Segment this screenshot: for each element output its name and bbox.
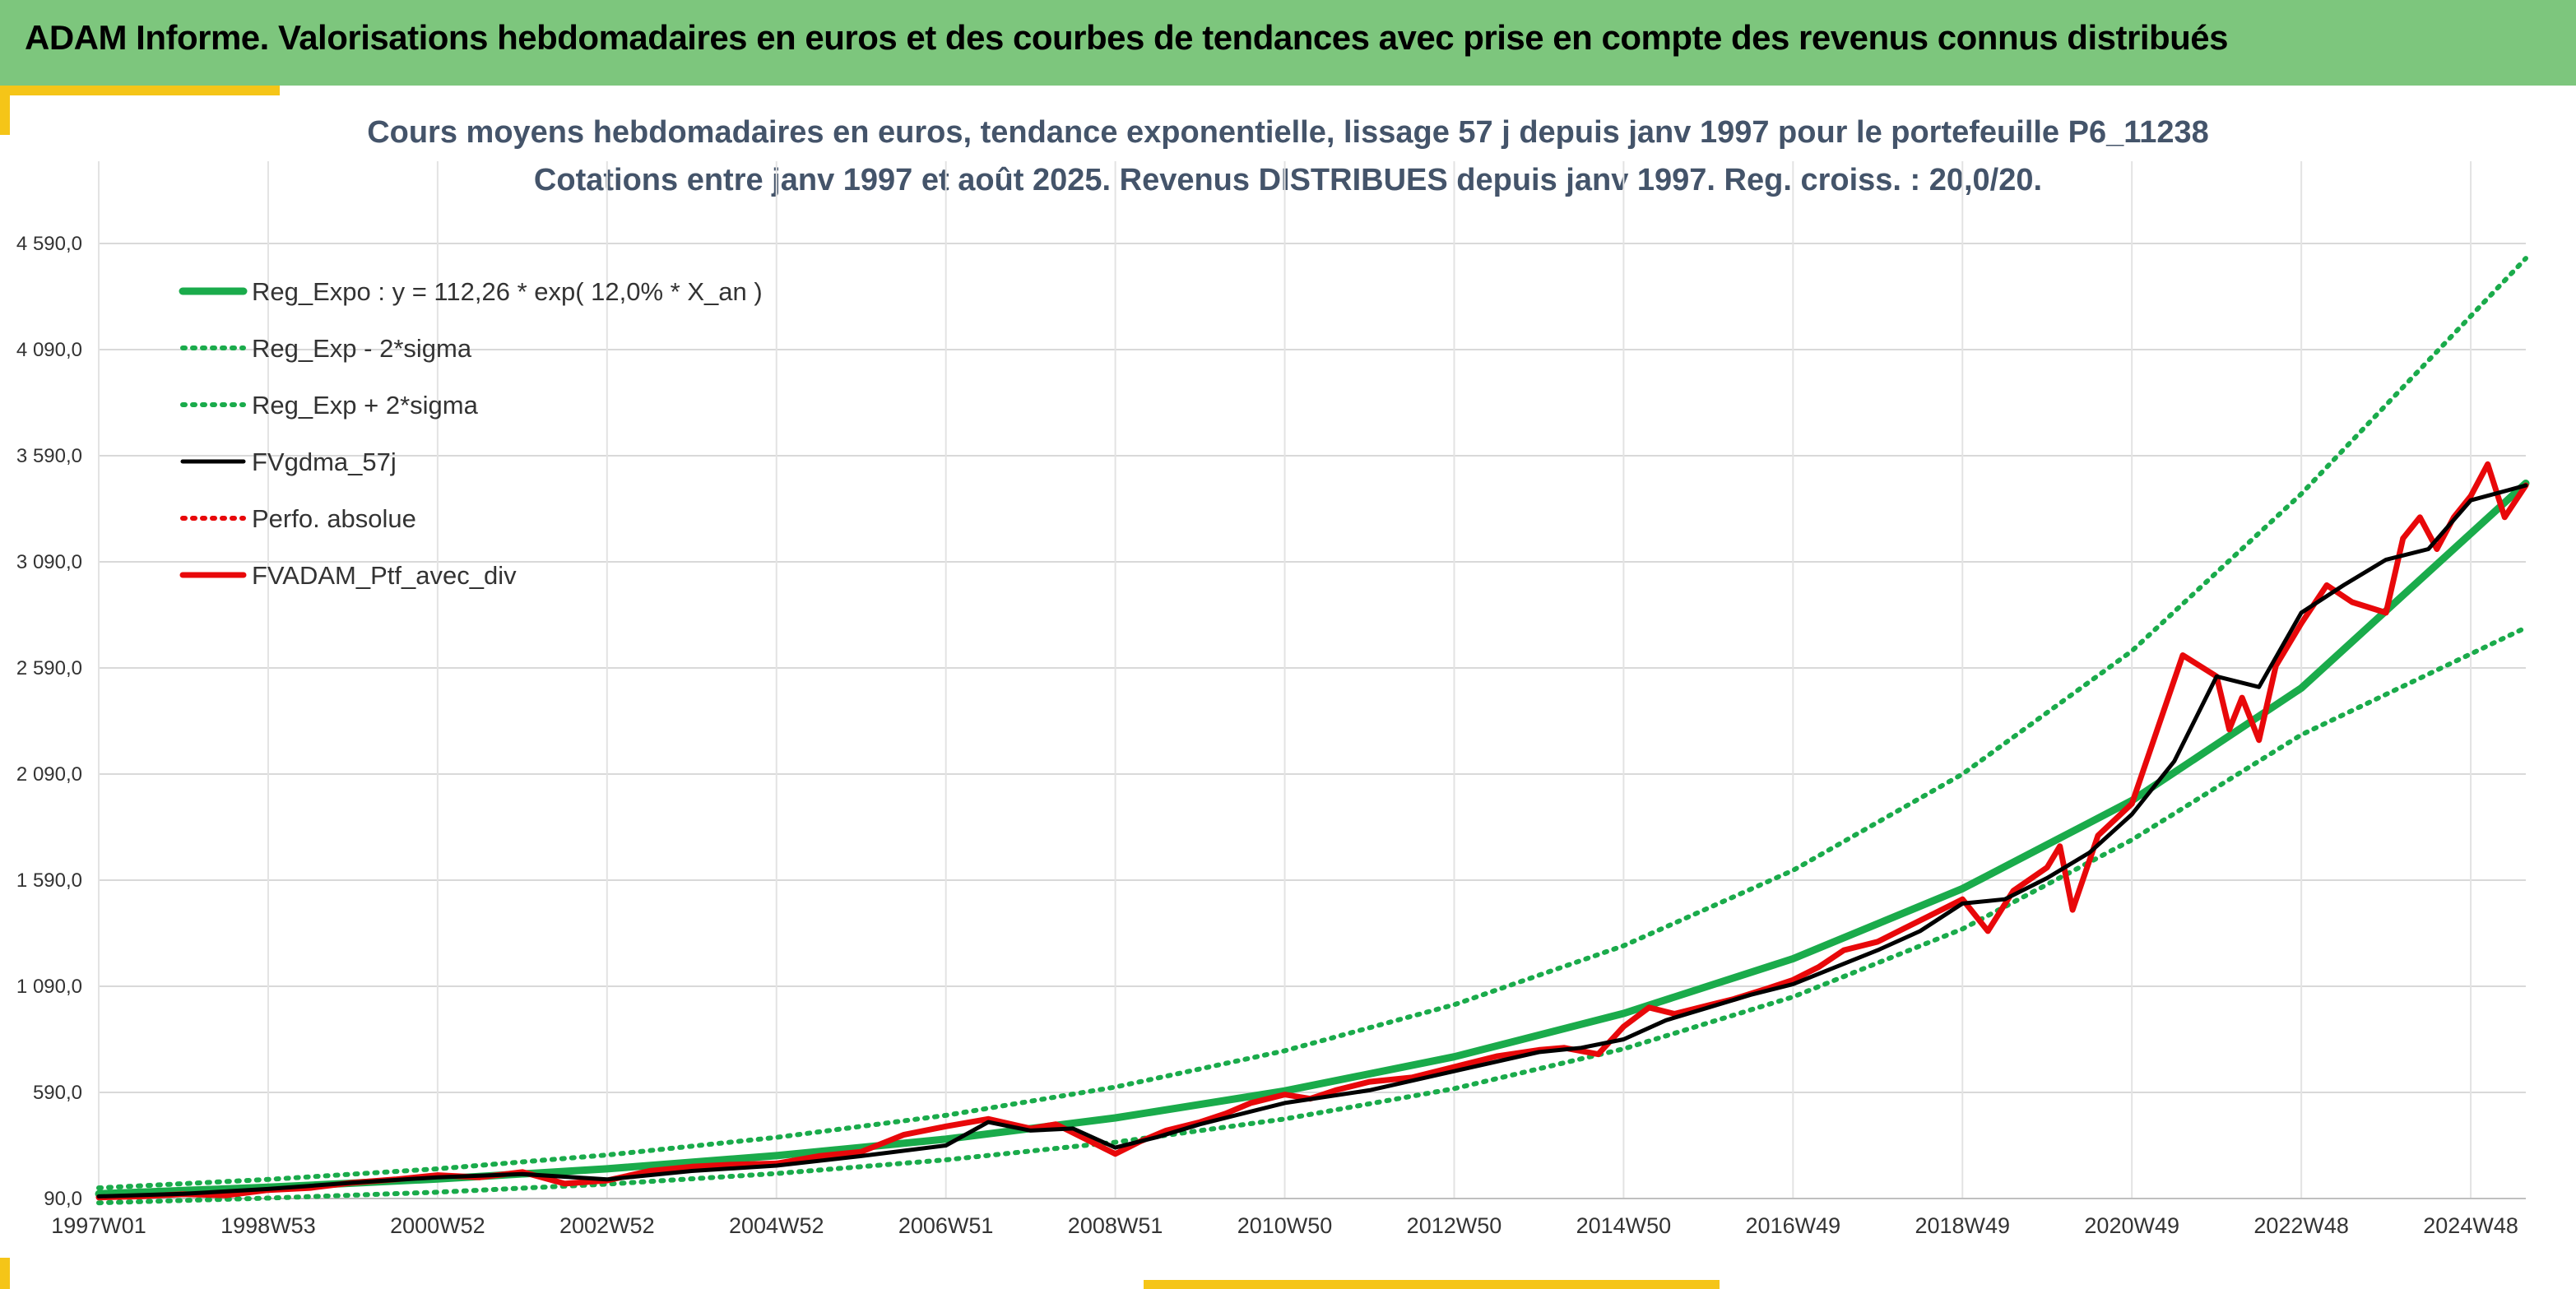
chart-frame (0, 86, 2576, 1289)
accent-bottom-strip (1144, 1280, 1720, 1289)
x-tick-label: 2000W52 (390, 1213, 485, 1238)
x-tick-label: 2012W50 (1407, 1213, 1502, 1238)
x-tick-label: 2018W49 (1915, 1213, 2010, 1238)
legend-label: Reg_Expo : y = 112,26 * exp( 12,0% * X_a… (252, 277, 763, 306)
legend-label: Perfo. absolue (252, 504, 416, 533)
x-tick-label: 2006W51 (898, 1213, 994, 1238)
legend-label: FVADAM_Ptf_avec_div (252, 561, 517, 590)
legend-label: FVgdma_57j (252, 447, 397, 476)
legend-label: Reg_Exp - 2*sigma (252, 334, 472, 363)
y-tick-label: 3 590,0 (16, 445, 82, 467)
series-reg-expo (95, 480, 2530, 1198)
x-tick-label: 2024W48 (2423, 1213, 2518, 1238)
x-tick-label: 2020W49 (2084, 1213, 2179, 1238)
chart-subtitle: Cotations entre janv 1997 et août 2025. … (533, 163, 2043, 197)
x-tick-label: 2002W52 (559, 1213, 655, 1238)
y-tick-label: 2 590,0 (16, 657, 82, 679)
series-fvadam-ptf (95, 461, 2529, 1201)
x-tick-label: 2022W48 (2253, 1213, 2349, 1238)
legend-label: Reg_Exp + 2*sigma (252, 391, 479, 420)
series-reg-exp-plus-2sigma (96, 256, 2528, 1191)
header-banner: ADAM Informe. Valorisations hebdomadaire… (0, 0, 2576, 86)
chart-title: Cours moyens hebdomadaires en euros, ten… (367, 115, 2209, 150)
page-title: ADAM Informe. Valorisations hebdomadaire… (25, 18, 2229, 57)
x-tick-label: 2014W50 (1576, 1213, 1672, 1238)
x-tick-label: 2008W51 (1068, 1213, 1163, 1238)
y-tick-label: 1 590,0 (16, 869, 82, 892)
x-tick-label: 1998W53 (220, 1213, 316, 1238)
x-tick-label: 2004W52 (729, 1213, 824, 1238)
accent-corner-bottom-left (0, 1258, 10, 1289)
y-tick-label: 1 090,0 (16, 976, 82, 998)
series-fvgdma-57j (96, 483, 2528, 1199)
x-tick-label: 2016W49 (1746, 1213, 1841, 1238)
y-tick-label: 4 090,0 (16, 339, 82, 361)
y-tick-label: 4 590,0 (16, 233, 82, 255)
y-tick-label: 2 090,0 (16, 763, 82, 786)
y-tick-label: 90,0 (44, 1188, 82, 1210)
accent-edge-left (0, 86, 10, 135)
y-tick-label: 590,0 (33, 1082, 82, 1104)
y-tick-label: 3 090,0 (16, 551, 82, 573)
x-tick-label: 1997W01 (51, 1213, 146, 1238)
x-tick-label: 2010W50 (1237, 1213, 1333, 1238)
accent-corner-top-left (0, 86, 280, 95)
series-reg-exp-minus-2sigma (96, 625, 2528, 1206)
